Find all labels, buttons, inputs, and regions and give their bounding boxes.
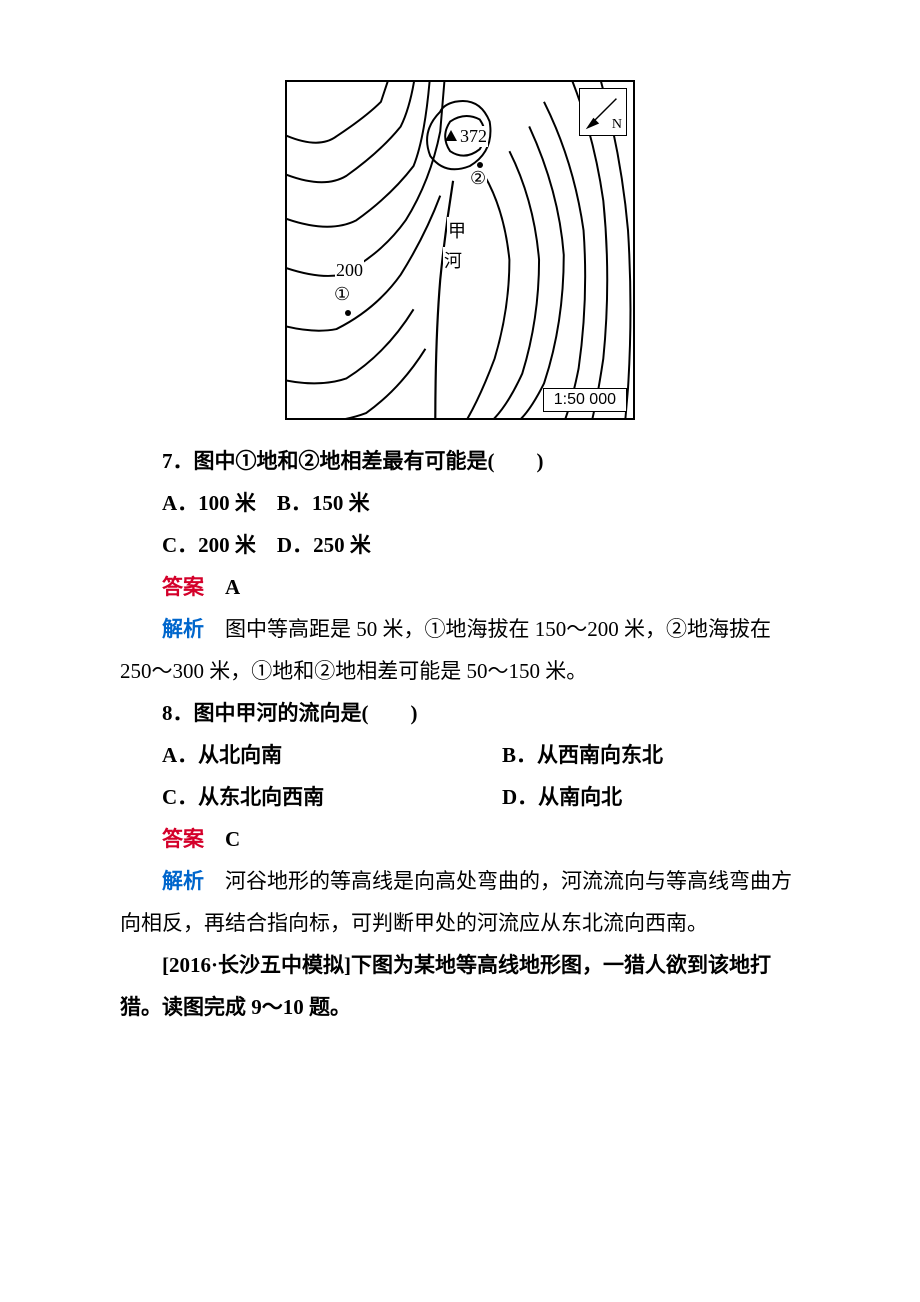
contour-map-figure: 372 ② 200 ① 甲 河 N 1:50 000 — [285, 80, 635, 420]
q7-stem-text: 图中①地和②地相差最有可能是( ) — [194, 449, 544, 473]
peak-elevation-label: 372 — [459, 126, 488, 147]
q8-options-row2: C．从东北向西南 D．从南向北 — [120, 776, 800, 818]
q8-opt-c: C．从东北向西南 — [120, 776, 460, 818]
point-1-label: ① — [333, 284, 351, 305]
north-n-label: N — [612, 117, 622, 133]
q8-options-row1: A．从北向南 B．从西南向东北 — [120, 734, 800, 776]
intro-source: [2016·长沙五中模拟] — [162, 953, 351, 977]
q8-answer-value: C — [204, 827, 240, 851]
q8-analysis-label: 解析 — [162, 869, 204, 893]
q8-opt-b: B．从西南向东北 — [460, 734, 800, 776]
north-arrow-box: N — [579, 88, 627, 136]
q7-opt-b: B．150 米 — [277, 491, 370, 515]
q8-answer-line: 答案 C — [120, 818, 800, 860]
point-1-dot — [345, 310, 351, 316]
document-body: 7．图中①地和②地相差最有可能是( ) A．100 米 B．150 米 C．20… — [120, 440, 800, 1028]
q8-opt-d: D．从南向北 — [460, 776, 800, 818]
peak-triangle-icon — [445, 130, 457, 141]
q7-number: 7． — [162, 449, 194, 473]
point-2-label: ② — [469, 168, 487, 189]
river-label-jia: 甲 — [447, 217, 467, 243]
q7-answer-label: 答案 — [162, 575, 204, 599]
river-label-he: 河 — [443, 247, 463, 273]
contour-200-label: 200 — [335, 260, 364, 281]
q7-analysis-text: 图中等高距是 50 米，①地海拔在 150～200 米，②地海拔在 250～30… — [120, 617, 771, 683]
q7-analysis-label: 解析 — [162, 617, 204, 641]
next-intro: [2016·长沙五中模拟]下图为某地等高线地形图，一猎人欲到该地打猎。读图完成 … — [120, 944, 800, 1028]
q8-analysis: 解析 河谷地形的等高线是向高处弯曲的，河流流向与等高线弯曲方向相反，再结合指向标… — [120, 860, 800, 944]
q7-options-row1: A．100 米 B．150 米 — [120, 482, 800, 524]
q7-answer-line: 答案 A — [120, 566, 800, 608]
q7-opt-d: D．250 米 — [277, 533, 371, 557]
q7-answer-value: A — [204, 575, 240, 599]
q7-analysis: 解析 图中等高距是 50 米，①地海拔在 150～200 米，②地海拔在 250… — [120, 608, 800, 692]
q8-opt-a: A．从北向南 — [120, 734, 460, 776]
q7-stem: 7．图中①地和②地相差最有可能是( ) — [120, 440, 800, 482]
q7-options-row2: C．200 米 D．250 米 — [120, 524, 800, 566]
q8-analysis-text: 河谷地形的等高线是向高处弯曲的，河流流向与等高线弯曲方向相反，再结合指向标，可判… — [120, 869, 792, 935]
q8-answer-label: 答案 — [162, 827, 204, 851]
map-scale-box: 1:50 000 — [543, 388, 627, 412]
q8-number: 8． — [162, 701, 194, 725]
q8-stem: 8．图中甲河的流向是( ) — [120, 692, 800, 734]
q7-opt-c: C．200 米 — [162, 533, 256, 557]
q8-stem-text: 图中甲河的流向是( ) — [194, 701, 418, 725]
q7-opt-a: A．100 米 — [162, 491, 256, 515]
